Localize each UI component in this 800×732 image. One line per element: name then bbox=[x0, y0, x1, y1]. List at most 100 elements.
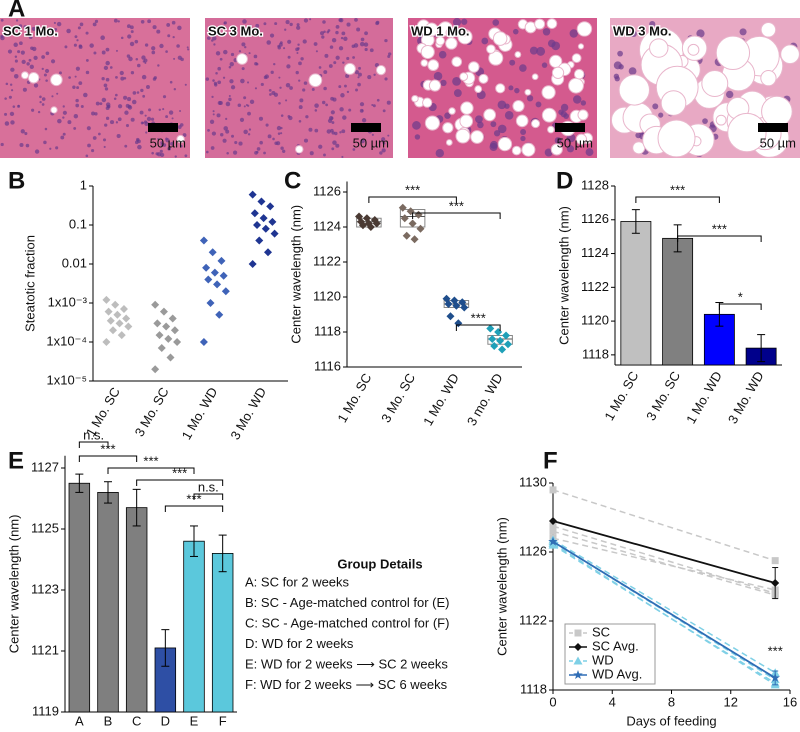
nucleus bbox=[628, 67, 637, 76]
nucleus bbox=[253, 54, 258, 59]
x-tick-label: F bbox=[219, 713, 227, 728]
nucleus bbox=[273, 62, 276, 66]
nucleus bbox=[123, 95, 128, 100]
nucleus bbox=[212, 36, 217, 41]
nucleus bbox=[331, 121, 335, 124]
data-point bbox=[400, 214, 409, 223]
nucleus bbox=[230, 52, 235, 57]
nucleus bbox=[244, 45, 247, 49]
nucleus bbox=[177, 25, 182, 31]
nucleus bbox=[141, 121, 145, 125]
nucleus bbox=[105, 77, 110, 82]
nucleus bbox=[739, 28, 747, 36]
x-tick-label: A bbox=[75, 713, 84, 728]
bar bbox=[97, 491, 119, 713]
nucleus bbox=[0, 18, 4, 22]
nucleus bbox=[54, 28, 58, 31]
nucleus bbox=[382, 109, 386, 113]
nucleus bbox=[375, 21, 380, 26]
nucleus bbox=[85, 31, 89, 35]
nucleus bbox=[247, 111, 251, 116]
individual-line bbox=[552, 530, 776, 596]
vacuole bbox=[573, 68, 585, 80]
nucleus bbox=[243, 129, 248, 135]
nucleus bbox=[129, 41, 135, 47]
marker bbox=[771, 579, 780, 588]
nucleus bbox=[255, 23, 260, 28]
nucleus bbox=[326, 30, 330, 34]
vacuole bbox=[511, 145, 522, 156]
nucleus bbox=[101, 50, 106, 55]
nucleus bbox=[461, 18, 468, 25]
y-tick-label: 1 bbox=[80, 177, 87, 192]
nucleus bbox=[303, 81, 308, 85]
nucleus bbox=[136, 91, 140, 94]
nucleus bbox=[249, 99, 255, 105]
nucleus bbox=[308, 127, 313, 132]
nucleus bbox=[148, 108, 152, 112]
nucleus bbox=[359, 108, 364, 113]
nucleus bbox=[125, 124, 130, 128]
nucleus bbox=[29, 64, 34, 69]
vacuole bbox=[701, 70, 729, 98]
marker bbox=[548, 540, 558, 549]
nucleus bbox=[265, 123, 269, 127]
nucleus bbox=[282, 149, 286, 153]
data-point bbox=[106, 316, 115, 325]
nucleus bbox=[140, 19, 145, 24]
nucleus bbox=[298, 61, 302, 66]
significance-label: * bbox=[738, 289, 743, 304]
nucleus bbox=[41, 67, 44, 71]
nucleus bbox=[30, 46, 34, 50]
y-tick-label: 1130 bbox=[519, 474, 547, 489]
nucleus bbox=[85, 154, 89, 158]
nucleus bbox=[123, 76, 127, 80]
vacuole bbox=[424, 115, 440, 131]
data-point bbox=[504, 340, 512, 349]
nucleus bbox=[355, 88, 358, 92]
x-tick-label: B bbox=[104, 713, 113, 728]
legend-label: SC Avg. bbox=[592, 638, 639, 653]
nucleus bbox=[331, 147, 335, 151]
vacuole bbox=[459, 114, 474, 129]
nucleus bbox=[91, 149, 95, 153]
vacuole bbox=[521, 142, 536, 157]
nucleus bbox=[569, 29, 578, 38]
vacuole bbox=[760, 21, 777, 38]
nucleus bbox=[130, 71, 135, 75]
nucleus bbox=[346, 90, 350, 94]
y-tick-label: 1118 bbox=[582, 346, 609, 361]
nucleus bbox=[481, 37, 489, 45]
data-point bbox=[111, 300, 120, 309]
significance-bracket bbox=[635, 196, 720, 203]
nucleus bbox=[157, 137, 160, 140]
nucleus bbox=[74, 35, 78, 39]
y-tick-label: 1x10⁻⁴ bbox=[46, 333, 87, 348]
nucleus bbox=[104, 87, 109, 91]
significance-label: *** bbox=[449, 198, 464, 213]
nucleus bbox=[412, 121, 421, 130]
nucleus bbox=[45, 51, 50, 56]
nucleus bbox=[342, 115, 347, 120]
micrograph-label: WD 3 Mo. bbox=[613, 23, 672, 38]
nucleus bbox=[285, 82, 291, 88]
data-point bbox=[202, 263, 211, 272]
nucleus bbox=[156, 29, 161, 34]
nucleus bbox=[630, 30, 637, 37]
panel-label: F bbox=[543, 447, 558, 474]
nucleus bbox=[231, 134, 235, 138]
nucleus bbox=[44, 68, 50, 73]
data-point bbox=[486, 324, 495, 333]
bar bbox=[662, 237, 694, 366]
x-tick-label: 3 Mo. WD bbox=[725, 369, 767, 427]
nucleus bbox=[302, 39, 307, 44]
group-details-item: A: SC for 2 weeks bbox=[245, 574, 350, 589]
nucleus bbox=[86, 126, 91, 131]
nucleus bbox=[165, 115, 169, 119]
nucleus bbox=[371, 103, 374, 107]
nucleus bbox=[15, 19, 19, 22]
nucleus bbox=[103, 83, 108, 88]
nucleus bbox=[62, 110, 67, 115]
y-tick-label: 1118 bbox=[314, 323, 341, 338]
vacuole bbox=[308, 73, 323, 88]
